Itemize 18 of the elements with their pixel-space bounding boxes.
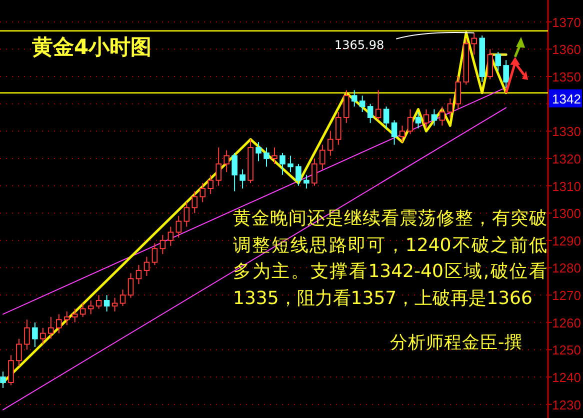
y-tick-label: 1350 bbox=[552, 69, 581, 84]
y-tick-label: 1370 bbox=[552, 14, 581, 30]
y-tick-label: 1320 bbox=[552, 151, 581, 166]
y-tick-label: 1300 bbox=[552, 206, 581, 222]
y-tick-label: 1240 bbox=[552, 370, 581, 386]
y-tick-label: 1260 bbox=[552, 315, 581, 330]
y-tick-label: 1250 bbox=[552, 342, 581, 358]
y-tick-label: 1310 bbox=[552, 178, 581, 194]
y-tick-label: 1360 bbox=[552, 42, 581, 58]
y-tick-label: 1280 bbox=[552, 260, 581, 276]
annotation: 分析师程金臣-撰 bbox=[390, 332, 522, 354]
y-tick-label: 1230 bbox=[552, 397, 581, 412]
y-tick-label: 1290 bbox=[552, 233, 581, 248]
text: 黄金4小时图 bbox=[32, 34, 152, 61]
annotation: 1365.98 bbox=[334, 38, 384, 52]
text: 1342 bbox=[552, 91, 581, 106]
y-tick-label: 1270 bbox=[552, 288, 581, 304]
y-tick-label: 1330 bbox=[552, 124, 581, 140]
